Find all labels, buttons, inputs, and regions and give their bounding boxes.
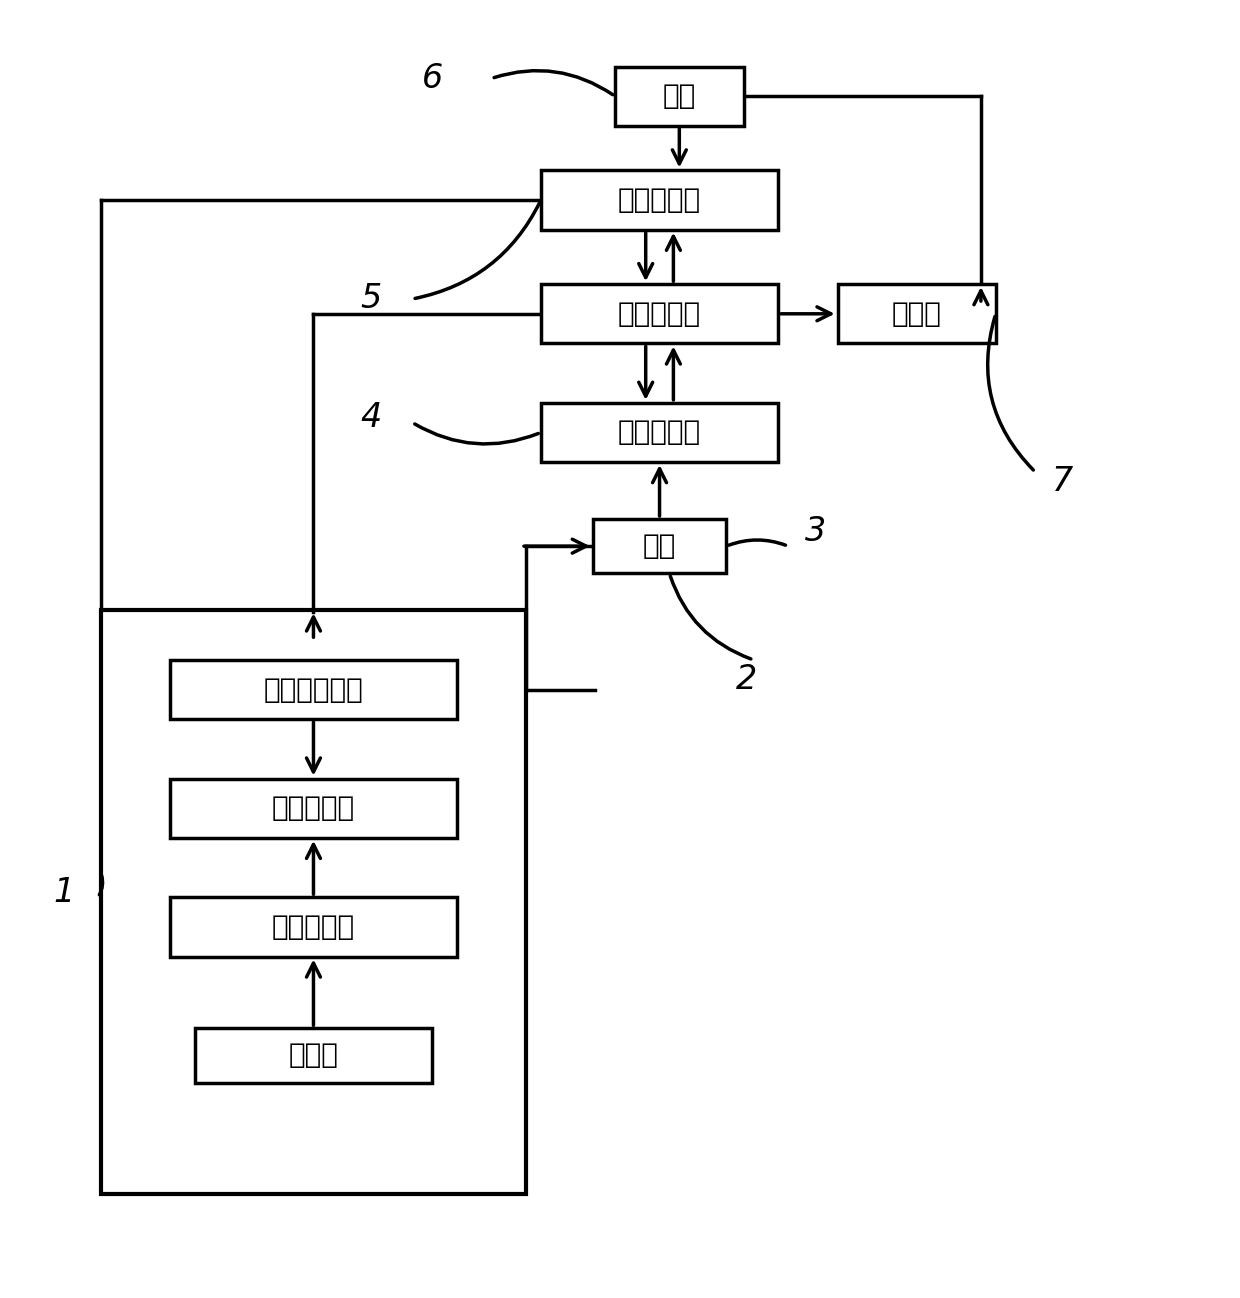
Bar bbox=[170, 897, 456, 957]
Text: 光电转换器: 光电转换器 bbox=[618, 418, 701, 447]
Text: 信号交换器: 信号交换器 bbox=[272, 912, 355, 941]
Text: 激光接收装置: 激光接收装置 bbox=[264, 675, 363, 704]
Text: 电源控制器: 电源控制器 bbox=[618, 186, 701, 214]
Bar bbox=[541, 284, 779, 344]
Bar bbox=[541, 402, 779, 462]
Text: 2: 2 bbox=[737, 663, 758, 696]
Text: 4: 4 bbox=[360, 401, 382, 434]
Bar bbox=[100, 610, 526, 1194]
Text: 中央处理器: 中央处理器 bbox=[618, 300, 701, 328]
Bar bbox=[195, 1028, 432, 1083]
Text: 1: 1 bbox=[53, 876, 74, 909]
Bar bbox=[837, 284, 996, 344]
Bar bbox=[170, 779, 456, 839]
Text: 3: 3 bbox=[805, 515, 826, 548]
Text: 电源: 电源 bbox=[662, 82, 696, 110]
Bar bbox=[541, 170, 779, 230]
Text: 7: 7 bbox=[1053, 466, 1074, 498]
Bar bbox=[615, 66, 744, 126]
Text: 光纤: 光纤 bbox=[642, 532, 676, 561]
Text: 热电偶: 热电偶 bbox=[289, 1041, 339, 1070]
Text: 6: 6 bbox=[422, 62, 443, 95]
Bar bbox=[593, 519, 727, 574]
Text: 显示器: 显示器 bbox=[892, 300, 941, 328]
Text: 激光发生器: 激光发生器 bbox=[272, 794, 355, 822]
Text: 5: 5 bbox=[360, 283, 382, 315]
Bar bbox=[170, 659, 456, 719]
